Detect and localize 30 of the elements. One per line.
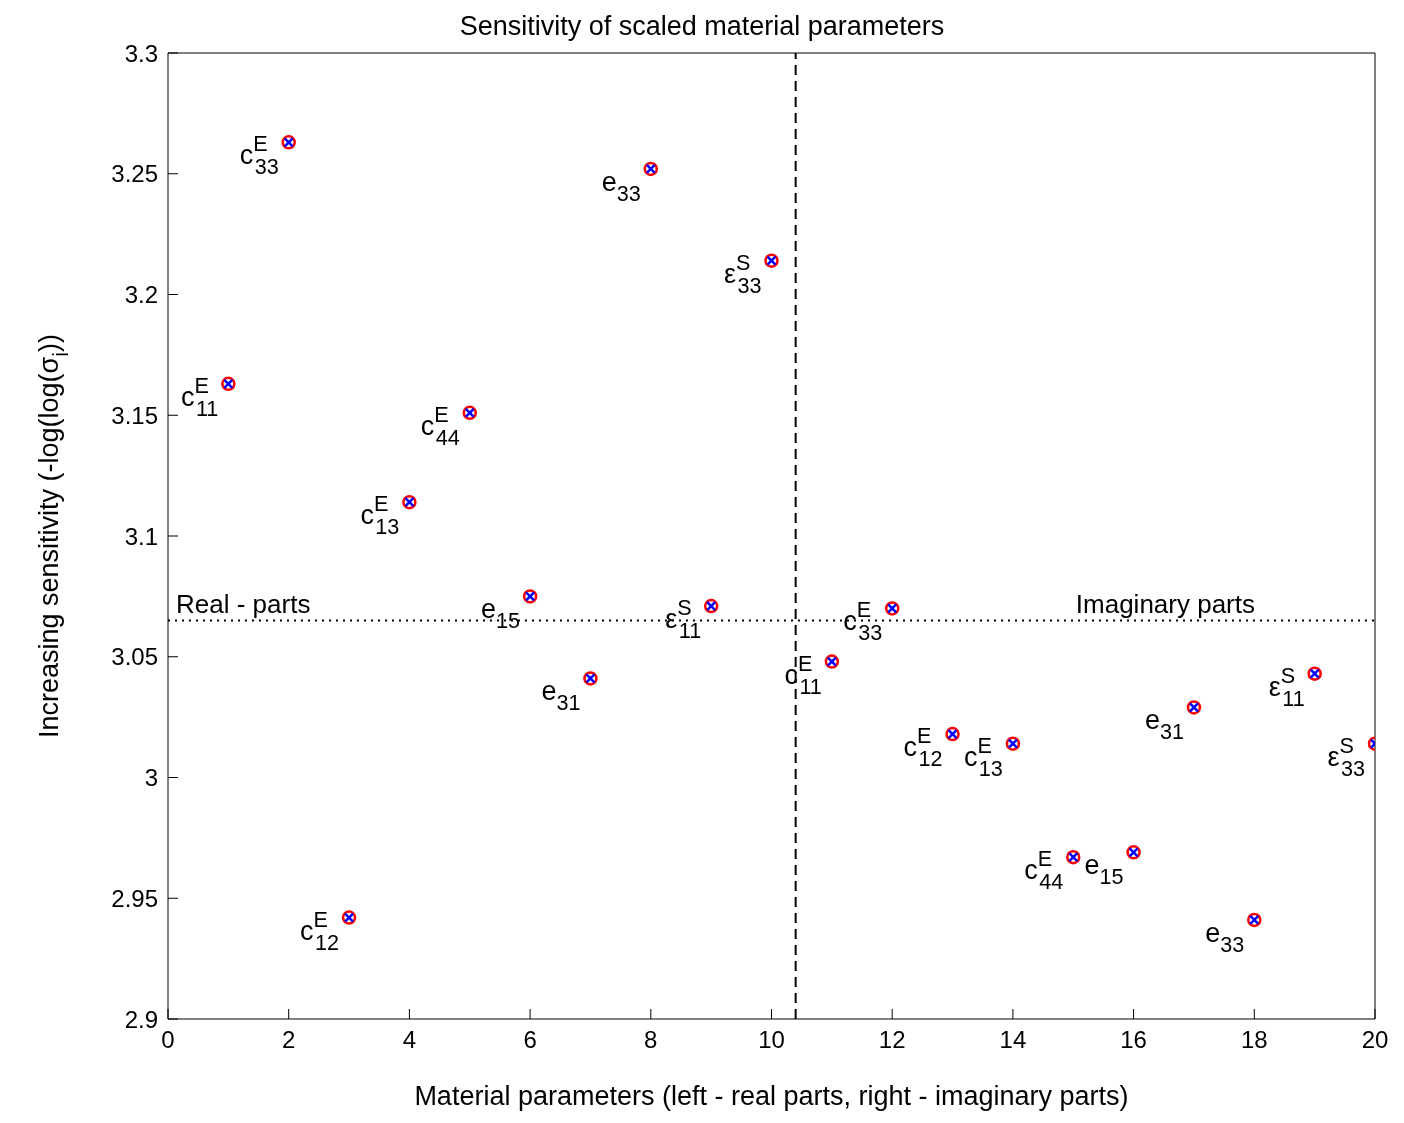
- x-tick-label: 14: [999, 1026, 1027, 1054]
- x-tick-label: 6: [523, 1026, 537, 1054]
- annotation: e$_{31}$: [541, 676, 581, 716]
- y-tick-label: 3.25: [111, 160, 158, 188]
- x-tick-label: 4: [402, 1026, 417, 1054]
- annotation: Imaginary parts: [1075, 588, 1255, 619]
- y-tick-label: 3.1: [124, 522, 158, 550]
- annotation: e$_{15}$: [481, 594, 521, 634]
- chart-title: Sensitivity of scaled material parameters: [459, 11, 945, 41]
- x-tick-label: 0: [161, 1026, 175, 1054]
- y-tick-label: 3.2: [124, 281, 158, 309]
- y-tick-label: 3.15: [111, 401, 158, 429]
- x-tick-label: 10: [758, 1026, 785, 1054]
- y-tick-label: 3.3: [124, 39, 158, 67]
- annotation: e$_{31}$: [1144, 705, 1184, 745]
- x-tick-label: 16: [1120, 1026, 1147, 1054]
- y-tick-label: 2.9: [124, 1005, 158, 1033]
- x-tick-label: 20: [1361, 1026, 1389, 1054]
- y-tick-label: 2.95: [111, 884, 158, 912]
- y-tick-label: 3: [144, 764, 158, 792]
- x-axis-title: Material parameters (left - real parts, right - imaginary parts): [414, 1081, 1129, 1111]
- x-tick-label: 8: [644, 1026, 658, 1054]
- annotation: e$_{33}$: [601, 166, 641, 206]
- ref-line-label: Real - parts: [176, 588, 311, 619]
- annotation: e$_{33}$: [1205, 917, 1245, 957]
- x-tick-label: 18: [1240, 1026, 1268, 1054]
- annotation: e$_{15}$: [1084, 850, 1124, 890]
- y-tick-label: 3.05: [111, 643, 158, 671]
- x-tick-label: 12: [878, 1026, 906, 1054]
- x-tick-label: 2: [282, 1026, 296, 1054]
